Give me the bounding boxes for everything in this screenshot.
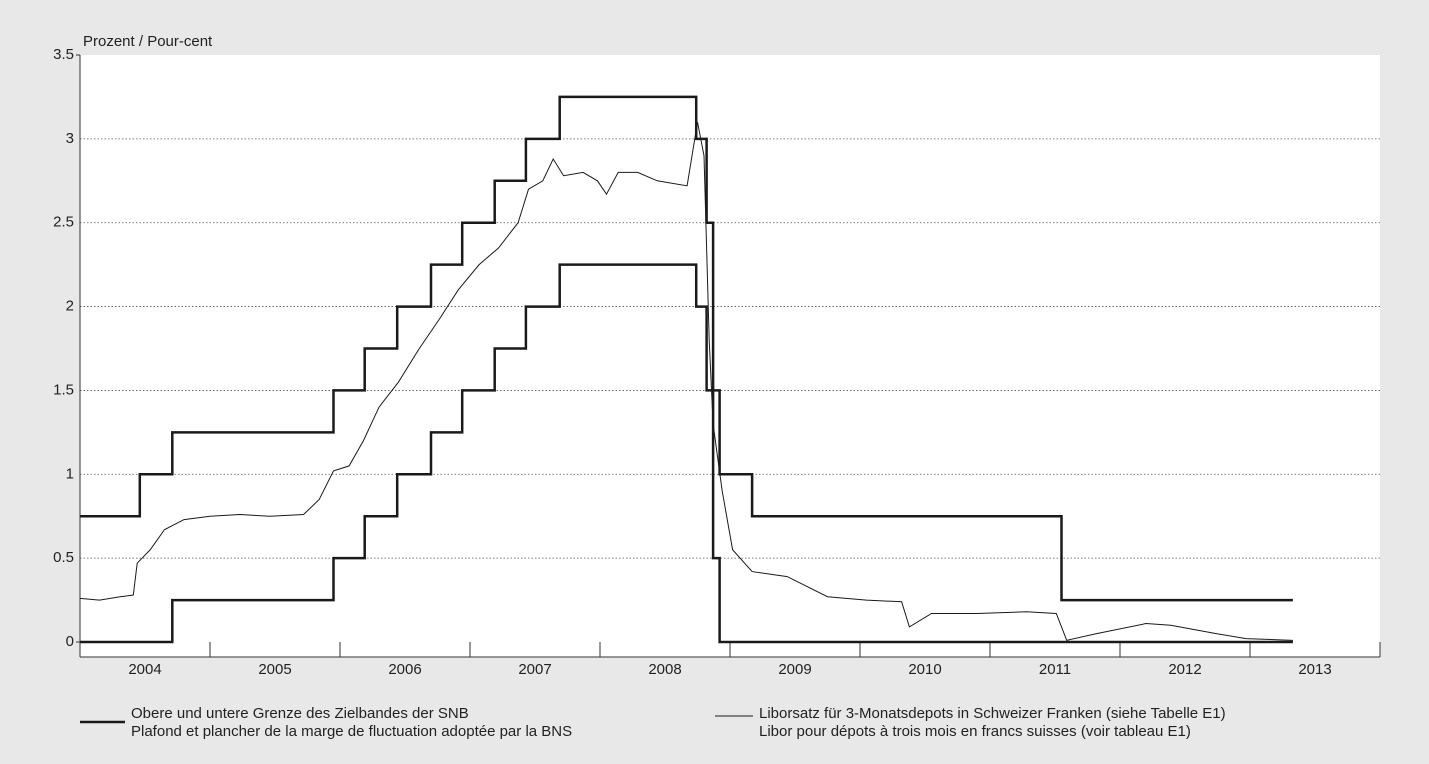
x-tick-label: 2007 bbox=[518, 661, 551, 678]
libor-line bbox=[79, 121, 1293, 641]
y-tick-label: 1.5 bbox=[53, 381, 74, 398]
plot-area bbox=[80, 55, 1380, 657]
y-tick-label: 3.5 bbox=[53, 46, 74, 63]
x-tick-label: 2004 bbox=[128, 661, 161, 678]
upper-band-line bbox=[80, 95, 1293, 602]
x-tick-label: 2005 bbox=[258, 661, 291, 678]
x-tick-label: 2012 bbox=[1168, 661, 1201, 678]
y-tick-label: 0.5 bbox=[53, 549, 74, 566]
legend-label: Obere und untere Grenze des Zielbandes d… bbox=[131, 705, 469, 722]
y-tick-label: 3 bbox=[66, 130, 74, 147]
lower-band-line bbox=[80, 263, 1293, 644]
x-tick-label: 2006 bbox=[388, 661, 421, 678]
legend-label: Plafond et plancher de la marge de fluct… bbox=[131, 723, 572, 740]
x-tick-label: 2013 bbox=[1298, 661, 1331, 678]
x-tick-label: 2008 bbox=[648, 661, 681, 678]
y-tick-label: 0 bbox=[66, 633, 74, 650]
y-axis-label: Prozent / Pour-cent bbox=[83, 33, 213, 50]
legend-label: Liborsatz für 3-Monatsdepots in Schweize… bbox=[759, 705, 1226, 722]
y-tick-label: 1 bbox=[66, 465, 74, 482]
y-tick-label: 2.5 bbox=[53, 214, 74, 231]
x-tick-label: 2010 bbox=[908, 661, 941, 678]
y-tick-label: 2 bbox=[66, 298, 74, 315]
x-tick-label: 2009 bbox=[778, 661, 811, 678]
legend-label: Libor pour dépots à trois mois en francs… bbox=[759, 723, 1191, 740]
x-tick-label: 2011 bbox=[1039, 661, 1071, 678]
